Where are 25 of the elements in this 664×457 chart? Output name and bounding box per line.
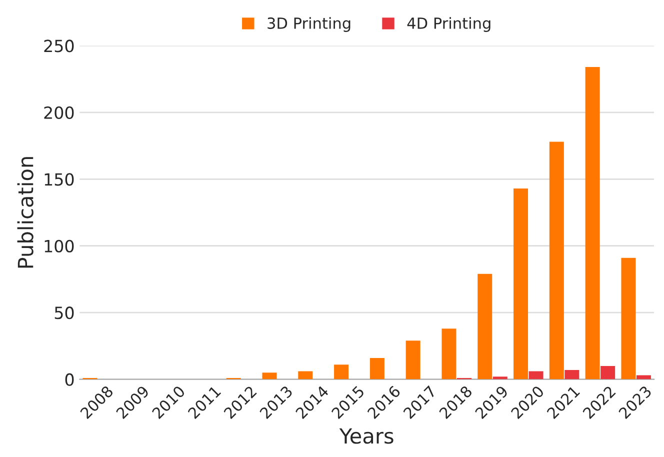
bar [478, 274, 492, 380]
legend-label: 3D Printing [268, 17, 350, 32]
y-tick-label: 150 [44, 173, 74, 186]
bar [585, 67, 600, 380]
bar [370, 358, 384, 380]
bar [564, 370, 580, 380]
bar [514, 188, 528, 380]
bar [298, 371, 313, 380]
y-tick-label: 50 [54, 306, 74, 320]
bar [492, 376, 508, 380]
y-tick-label: 200 [44, 106, 74, 119]
y-tick-label: 0 [65, 373, 74, 386]
legend-label: 4D Printing [407, 17, 490, 32]
bar [334, 364, 349, 380]
y-axis-title: Publication [17, 157, 34, 268]
y-tick-label: 250 [44, 40, 74, 52]
x-axis-title: Years [339, 428, 394, 444]
bar [442, 328, 456, 380]
bar [528, 371, 544, 380]
bar [262, 372, 277, 380]
bar [621, 258, 636, 380]
bar [549, 142, 564, 380]
bar [600, 366, 616, 380]
bar [406, 340, 420, 380]
y-tick-label: 100 [44, 240, 74, 252]
